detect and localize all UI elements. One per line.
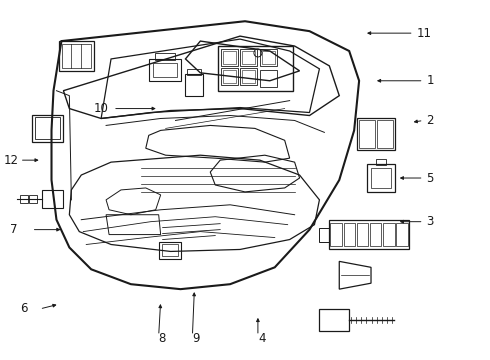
Bar	[260, 70, 277, 87]
Bar	[42, 190, 63, 208]
Text: 11: 11	[416, 27, 432, 40]
Bar	[185, 74, 203, 96]
Text: 1: 1	[427, 74, 434, 87]
Bar	[35, 117, 60, 139]
Bar	[188, 69, 201, 75]
Text: 4: 4	[258, 332, 266, 345]
Bar	[162, 244, 177, 256]
Bar	[62, 44, 91, 68]
Bar	[221, 68, 238, 85]
Bar	[221, 49, 238, 66]
Text: 3: 3	[427, 215, 434, 228]
Bar	[242, 70, 255, 83]
Bar	[153, 63, 176, 77]
Bar	[329, 220, 409, 249]
Bar	[260, 49, 277, 66]
Bar	[357, 118, 395, 150]
Bar	[319, 309, 349, 331]
Text: 5: 5	[427, 171, 434, 185]
Text: 9: 9	[193, 332, 200, 345]
Text: 7: 7	[10, 223, 17, 236]
Bar	[223, 70, 236, 83]
Text: 12: 12	[4, 154, 19, 167]
Bar	[155, 53, 174, 60]
Bar	[262, 51, 275, 64]
Bar	[370, 223, 381, 247]
Bar	[59, 41, 94, 71]
Bar	[218, 46, 293, 91]
Bar	[357, 223, 368, 247]
Bar	[359, 121, 375, 148]
Bar	[149, 59, 180, 81]
Bar	[159, 242, 180, 260]
Bar	[223, 51, 236, 64]
Text: 10: 10	[93, 102, 108, 115]
Bar	[240, 68, 257, 85]
Bar	[377, 121, 393, 148]
Bar	[20, 195, 28, 203]
Bar	[330, 223, 342, 247]
Bar	[367, 164, 395, 192]
Text: 2: 2	[427, 114, 434, 127]
Bar	[396, 223, 408, 247]
Bar	[343, 223, 355, 247]
Bar	[240, 49, 257, 66]
Bar	[32, 114, 63, 142]
Bar	[29, 195, 37, 203]
Text: 6: 6	[20, 302, 27, 315]
Bar	[371, 168, 391, 188]
Bar	[319, 228, 329, 242]
Bar	[242, 51, 255, 64]
Text: 8: 8	[159, 332, 166, 345]
Bar	[383, 223, 394, 247]
Bar	[376, 159, 386, 165]
